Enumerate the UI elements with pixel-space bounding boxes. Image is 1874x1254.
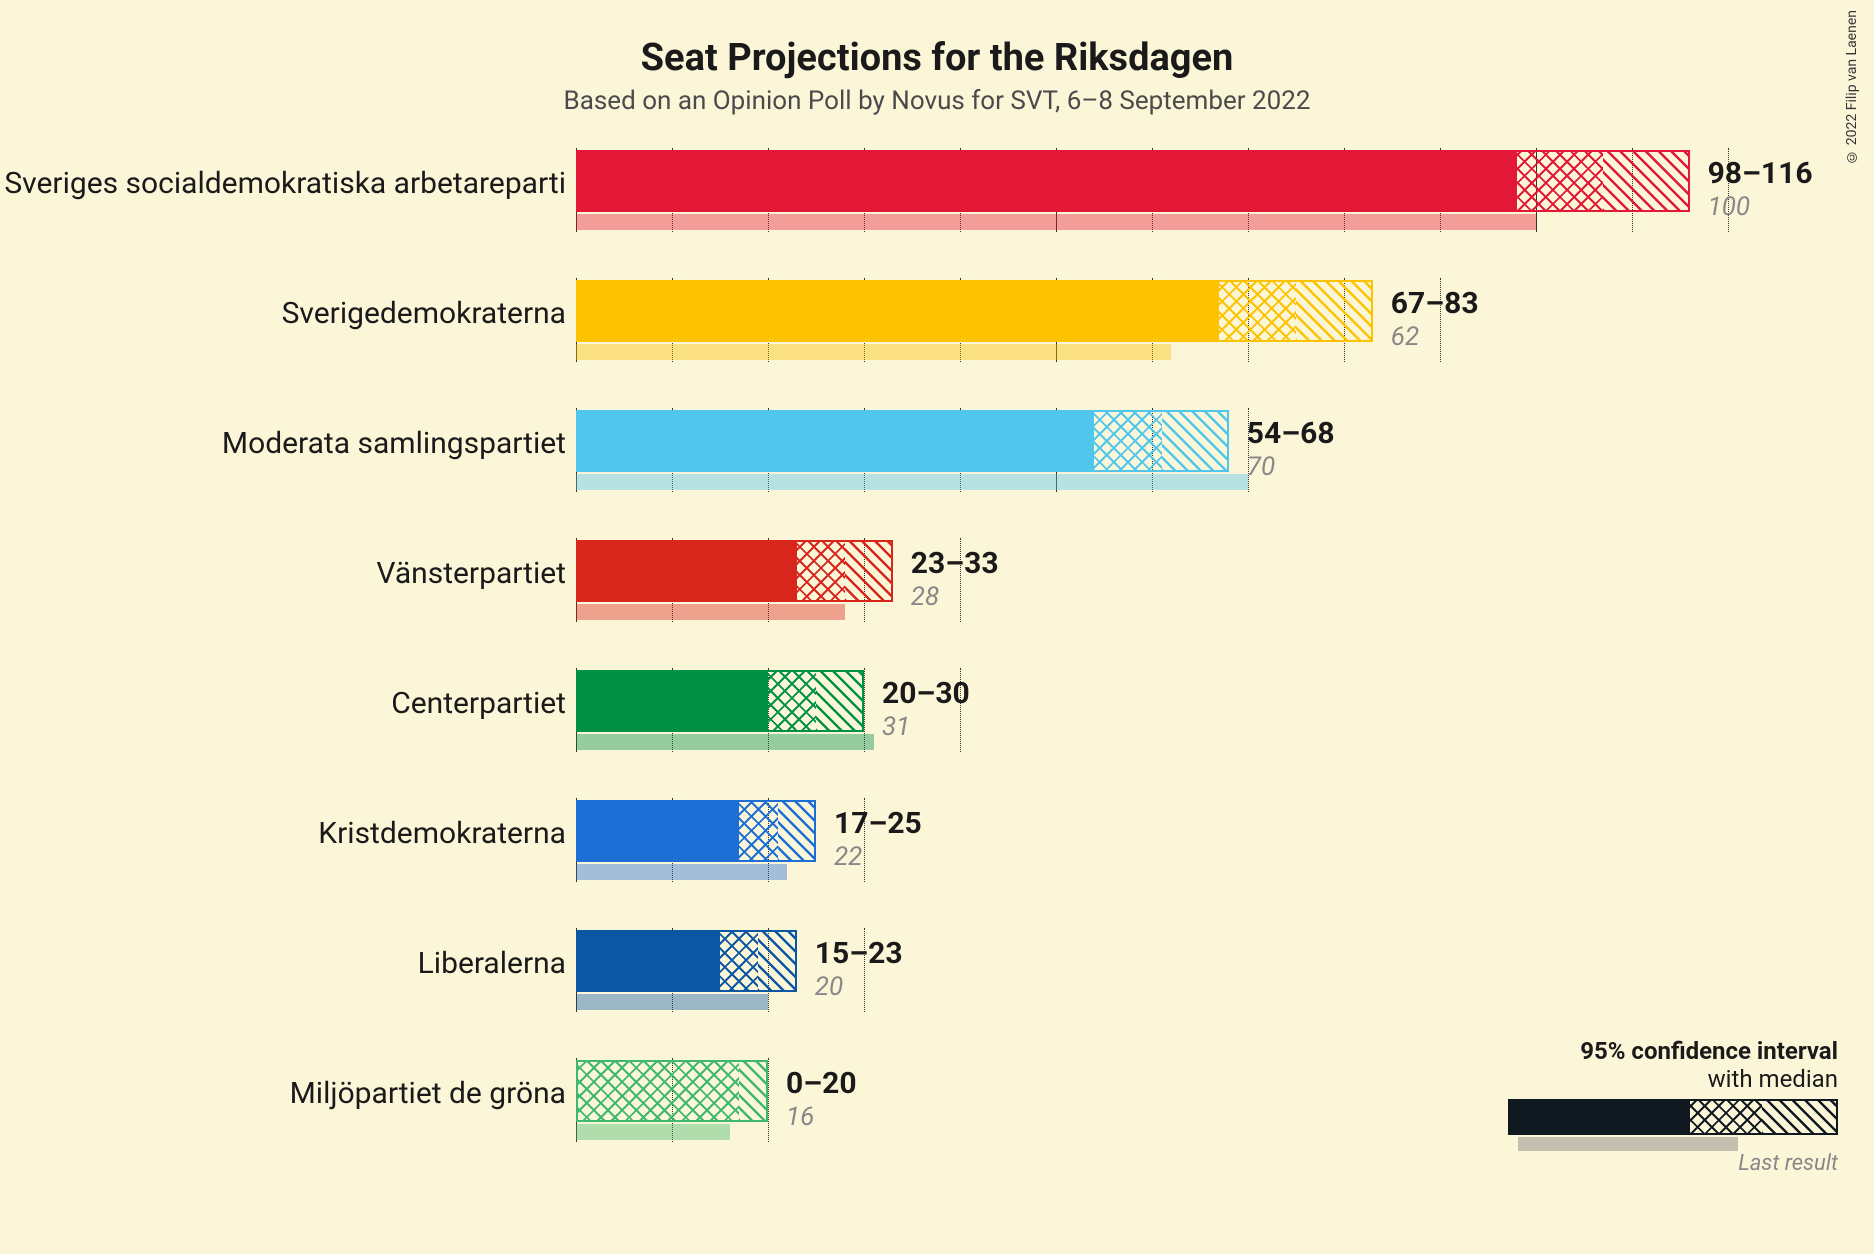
bar-solid	[576, 540, 797, 602]
party-label: Sverigedemokraterna	[282, 296, 566, 331]
legend-outline	[1508, 1099, 1838, 1135]
party-label: Liberalerna	[418, 946, 566, 981]
bar-diagonal	[1162, 410, 1229, 472]
bar-crosshatch	[1219, 280, 1296, 342]
party-label: Vänsterpartiet	[376, 556, 566, 591]
previous-result-label: 28	[911, 582, 939, 612]
party-label: Kristdemokraterna	[318, 816, 566, 851]
party-row: Centerpartiet 20–3031	[0, 660, 1874, 780]
bar-diagonal	[739, 1060, 768, 1122]
bar-crosshatch	[768, 670, 816, 732]
bar-crosshatch	[720, 930, 758, 992]
bar-solid	[576, 280, 1219, 342]
previous-result-label: 16	[786, 1102, 814, 1132]
range-label: 67–83	[1391, 286, 1479, 321]
bar-diagonal	[778, 800, 816, 862]
last-result-bar	[576, 864, 787, 880]
bar-solid	[576, 410, 1094, 472]
chart-subtitle: Based on an Opinion Poll by Novus for SV…	[0, 80, 1874, 116]
bar-diagonal	[1296, 280, 1373, 342]
last-result-bar	[576, 604, 845, 620]
party-label: Miljöpartiet de gröna	[290, 1076, 566, 1111]
bar-solid	[576, 800, 739, 862]
bar-crosshatch	[576, 1060, 739, 1122]
legend-ci-label-1: 95% confidence interval	[1508, 1037, 1838, 1065]
last-result-bar	[576, 214, 1536, 230]
bar-crosshatch	[1517, 150, 1603, 212]
tick-minor	[768, 1058, 769, 1142]
party-row: Kristdemokraterna 17–2522	[0, 790, 1874, 910]
party-label: Moderata samlingspartiet	[222, 426, 566, 461]
previous-result-label: 20	[815, 972, 843, 1002]
bar-solid	[576, 670, 768, 732]
range-label: 0–20	[786, 1066, 857, 1101]
bar-solid	[576, 930, 720, 992]
range-label: 54–68	[1247, 416, 1335, 451]
last-result-bar	[576, 1124, 730, 1140]
party-row: Sverigedemokraterna 67–8362	[0, 270, 1874, 390]
legend: 95% confidence interval with median Last…	[1508, 1037, 1838, 1176]
party-row: Vänsterpartiet 23–3328	[0, 530, 1874, 650]
previous-result-label: 31	[882, 712, 910, 742]
range-label: 15–23	[815, 936, 903, 971]
bar-crosshatch	[739, 800, 777, 862]
party-row: Liberalerna 15–2320	[0, 920, 1874, 1040]
last-result-bar	[576, 734, 874, 750]
range-label: 98–116	[1708, 156, 1813, 191]
bar-diagonal	[758, 930, 796, 992]
range-label: 23–33	[911, 546, 999, 581]
bar-crosshatch	[797, 540, 845, 602]
party-label: Centerpartiet	[391, 686, 566, 721]
bar-solid	[576, 150, 1517, 212]
bar-diagonal	[845, 540, 893, 602]
bar-crosshatch	[1094, 410, 1161, 472]
last-result-bar	[576, 994, 768, 1010]
chart-title: Seat Projections for the Riksdagen	[0, 0, 1874, 80]
last-result-bar	[576, 474, 1248, 490]
legend-last-result-bar	[1518, 1137, 1738, 1151]
previous-result-label: 62	[1391, 322, 1419, 352]
previous-result-label: 100	[1708, 192, 1751, 222]
bar-diagonal	[816, 670, 864, 732]
party-label: Sveriges socialdemokratiska arbetarepart…	[4, 166, 566, 201]
last-result-bar	[576, 344, 1171, 360]
bar-diagonal	[1603, 150, 1689, 212]
range-label: 17–25	[834, 806, 922, 841]
party-row: Sveriges socialdemokratiska arbetarepart…	[0, 140, 1874, 260]
party-row: Moderata samlingspartiet 54–6870	[0, 400, 1874, 520]
legend-last-result-label: Last result	[1508, 1151, 1838, 1176]
legend-bar	[1508, 1099, 1838, 1135]
previous-result-label: 22	[834, 842, 862, 872]
legend-ci-label-2: with median	[1508, 1065, 1838, 1093]
range-label: 20–30	[882, 676, 970, 711]
previous-result-label: 70	[1247, 452, 1275, 482]
